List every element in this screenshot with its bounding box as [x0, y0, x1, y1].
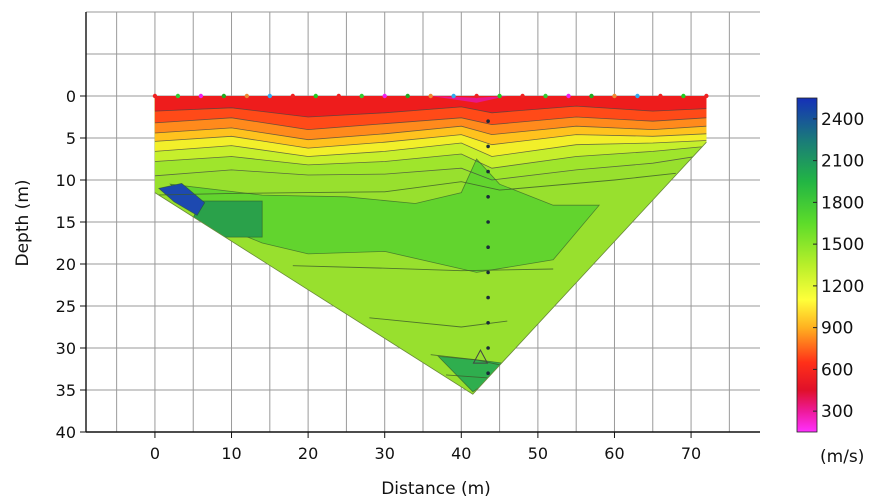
model-boundary: [154, 141, 707, 395]
y-axis-label: Depth (m): [13, 179, 33, 266]
shot-point: [244, 93, 250, 99]
x-tick-label: 10: [221, 444, 241, 463]
colorbar-tick-label: 600: [821, 360, 853, 380]
velocity-zone: [157, 182, 206, 216]
shot-point: [405, 93, 410, 99]
receiver-point: [486, 346, 490, 350]
receiver-point: [486, 119, 490, 123]
receiver-point: [486, 195, 490, 199]
shot-point: [290, 93, 295, 99]
contour-line: [445, 374, 492, 379]
y-tick-label: 0: [66, 87, 76, 106]
x-tick-label: 50: [528, 444, 548, 463]
velocity-zone: [192, 200, 263, 238]
colorbar-tick-label: 1500: [821, 235, 864, 255]
colorbar-tick-label: 1800: [821, 193, 864, 213]
axes: 0 10 20 30 40 50 60 70 0 5 10 15 20 25 30 35 40: [56, 12, 760, 463]
shot-point: [382, 93, 387, 99]
velocity-zone: [169, 158, 601, 273]
colorbar-tick-label: 900: [821, 319, 853, 339]
source-marker: [472, 349, 489, 364]
contour-lines: [154, 141, 707, 395]
x-tick-label: 20: [298, 444, 318, 463]
receiver-point: [486, 321, 490, 325]
shot-point: [589, 93, 594, 99]
colorbar-unit-label: (m/s): [820, 447, 864, 467]
shot-point: [198, 93, 204, 99]
shot-point: [658, 93, 663, 99]
colorbar-gradient: [796, 97, 818, 433]
velocity-band-surface: [430, 96, 508, 103]
colorbar-tick-label: 2100: [821, 152, 864, 172]
receiver-point: [486, 270, 490, 275]
shot-point: [336, 93, 341, 99]
band-contour: [154, 146, 707, 169]
band-contour: [154, 133, 707, 149]
shot-point: [451, 93, 456, 99]
y-tick-label: 20: [56, 255, 76, 274]
shot-point: [221, 93, 227, 99]
shot-point: [267, 93, 273, 99]
x-tick-label: 30: [375, 444, 395, 463]
x-axis-label: Distance (m): [381, 479, 491, 499]
velocity-band: [154, 96, 707, 117]
x-tick-label: 70: [681, 444, 701, 463]
shot-point: [543, 93, 548, 99]
receiver-point: [486, 144, 490, 149]
shot-point: [566, 93, 571, 99]
receiver-point: [486, 220, 490, 224]
receiver-point: [486, 245, 490, 249]
receiver-point: [486, 169, 490, 174]
x-tick-label: 0: [150, 444, 160, 463]
x-tick-label: 40: [451, 444, 471, 463]
contour-line: [292, 265, 554, 272]
receiver-point: [486, 295, 490, 300]
shot-point: [313, 93, 318, 99]
shot-point: [704, 93, 709, 99]
y-tick-label: 10: [56, 171, 76, 190]
receiver-point: [486, 371, 490, 376]
colorbar-tick-label: 2400: [821, 110, 864, 130]
band-contour: [154, 105, 707, 118]
station-markers: [152, 93, 709, 376]
band-contour: [154, 116, 707, 131]
band-contour: [154, 140, 707, 157]
y-tick-label: 15: [56, 213, 76, 232]
shot-point: [175, 93, 181, 99]
shot-point: [497, 93, 502, 99]
y-tick-label: 5: [66, 129, 76, 148]
band-contour: [154, 125, 707, 141]
contour-line: [154, 172, 676, 196]
velocity-field: [154, 96, 707, 395]
shot-point: [152, 93, 158, 99]
shot-point: [681, 93, 686, 99]
shot-point: [612, 93, 617, 99]
shot-point: [520, 93, 525, 99]
colorbar: 2400 2100 1800 1500 1200 900 600 300: [796, 97, 864, 433]
y-tick-label: 40: [56, 423, 76, 442]
band-contour: [154, 154, 707, 181]
velocity-model: [154, 96, 707, 395]
shot-point: [359, 93, 364, 99]
y-tick-label: 25: [56, 297, 76, 316]
y-tick-label: 30: [56, 339, 76, 358]
contour-line: [430, 354, 508, 367]
colorbar-tick-label: 300: [821, 402, 853, 422]
shot-point: [474, 93, 479, 99]
y-tick-label: 35: [56, 381, 76, 400]
contour-line: [369, 317, 508, 328]
x-tick-label: 60: [604, 444, 624, 463]
shot-point: [635, 93, 640, 99]
shot-point: [428, 93, 433, 99]
colorbar-tick-label: 1200: [821, 277, 864, 297]
